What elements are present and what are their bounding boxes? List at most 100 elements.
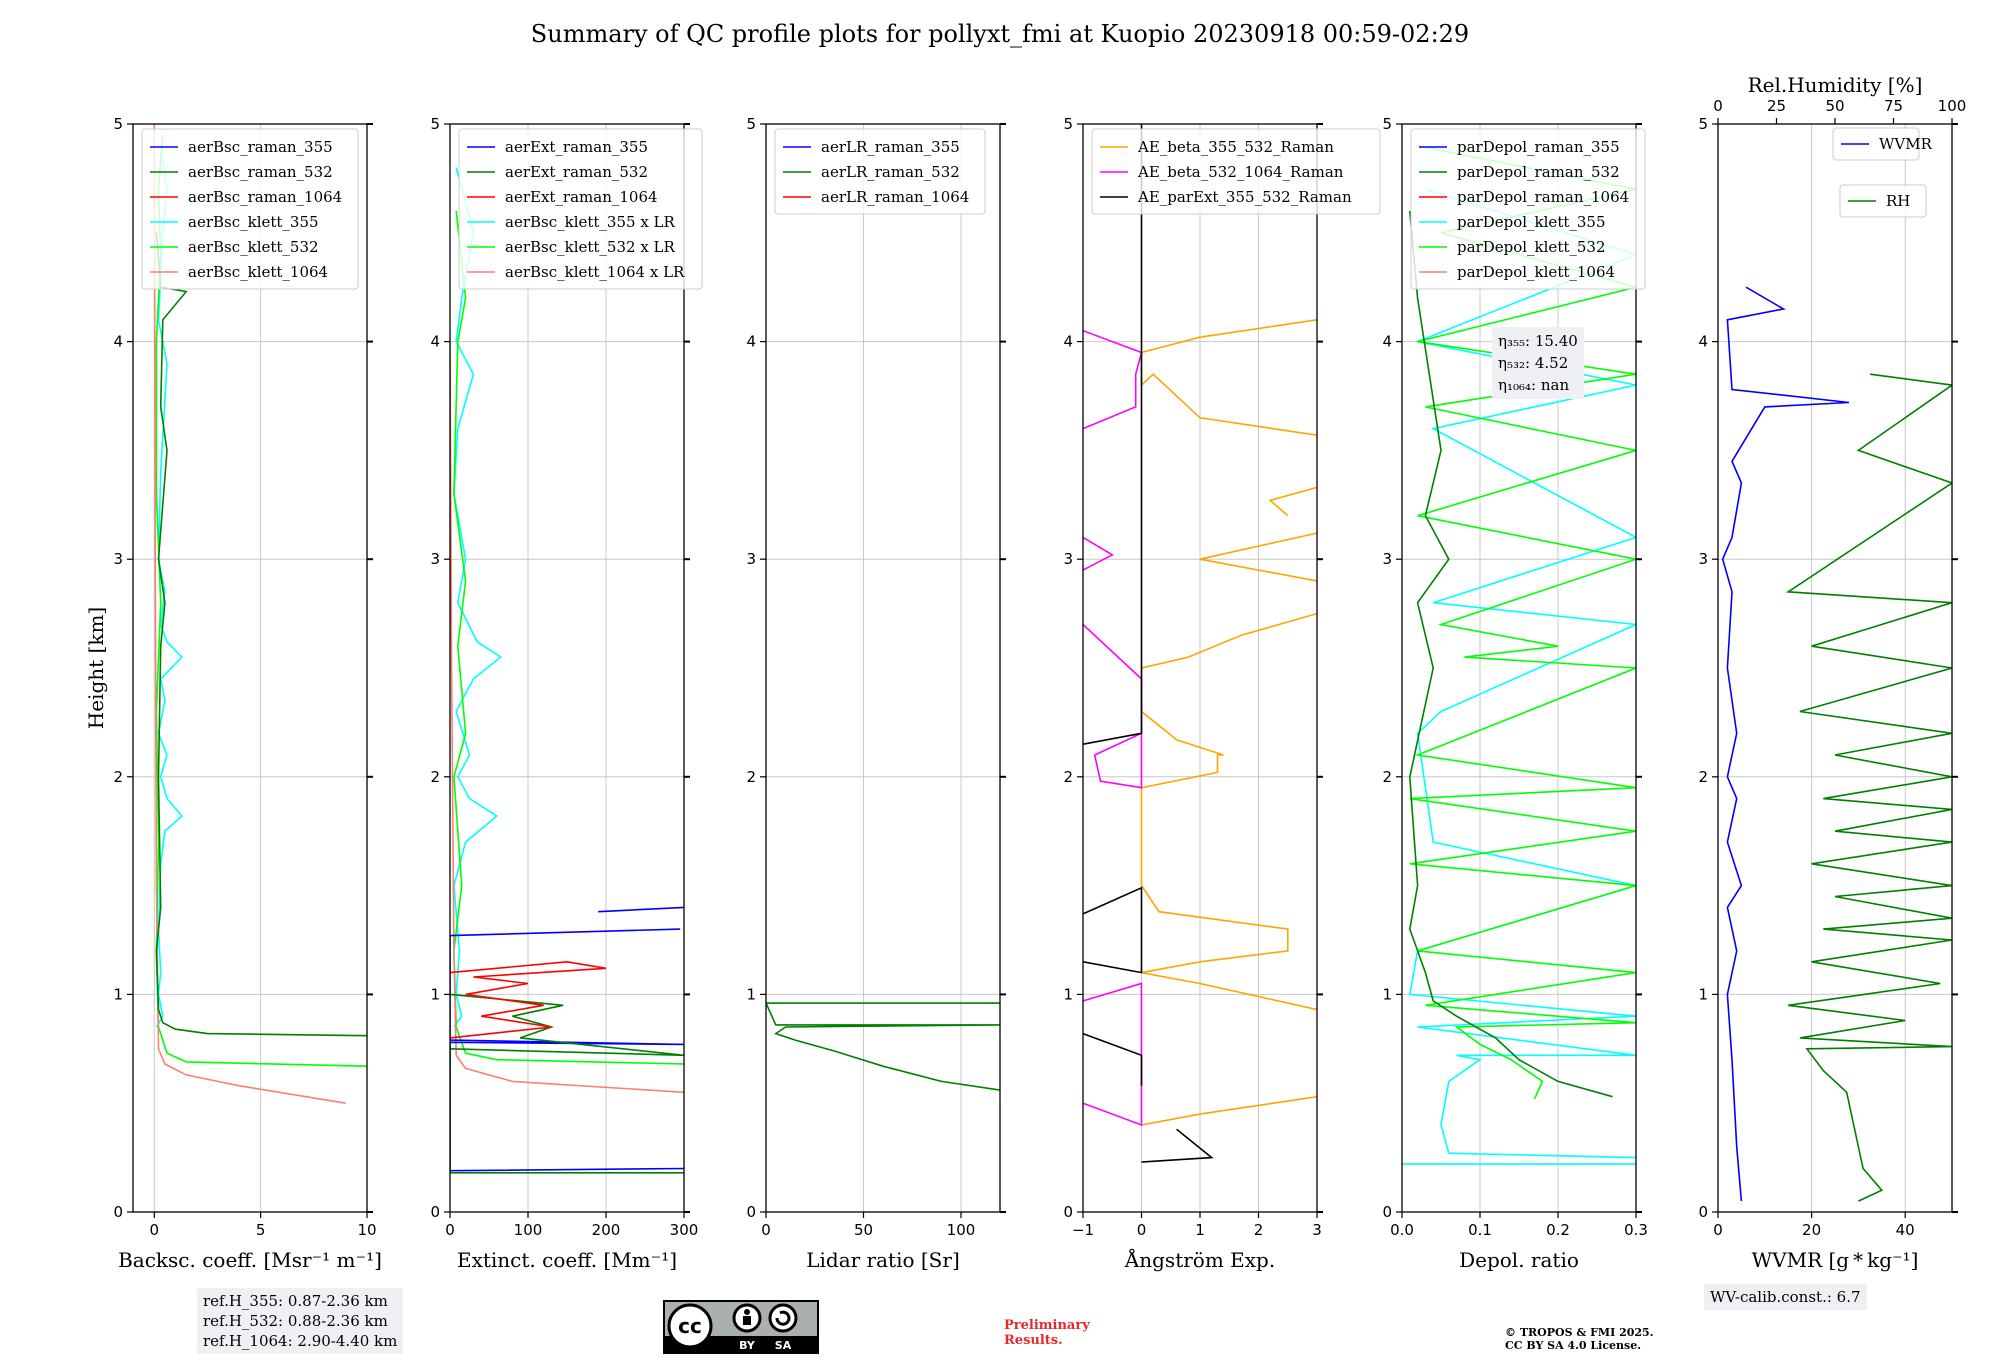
eta-532: η₅₃₂: 4.52 (1498, 354, 1569, 372)
series-line-ae-parext-355-532-raman (1083, 1032, 1143, 1086)
x-tick-label: 0 (1137, 1221, 1147, 1239)
y-tick-label: 0 (113, 1203, 123, 1221)
x-tick-label: 0.2 (1546, 1221, 1570, 1239)
series-line-aerbsc-klett-355-x-lr (453, 167, 503, 1028)
y-tick-label: 4 (746, 333, 756, 351)
series-line-pardepol-raman-532 (1408, 210, 1613, 1098)
x-axis-label: Lidar ratio [Sr] (806, 1248, 960, 1272)
legend: WVMR RH (1832, 127, 1933, 218)
series-line-ae-beta-355-532-raman-e (1140, 319, 1317, 436)
series-line-ae-beta-532-1064-raman-b (1083, 623, 1143, 789)
copyright-line-1: © TROPOS & FMI 2025. (1505, 1326, 1654, 1339)
x-tick-label: 40 (1896, 1221, 1915, 1239)
axes-frame (449, 123, 685, 1213)
legend-label: aerBsc_klett_1064 (188, 263, 328, 281)
series-line-aerext-raman-1064 (450, 960, 607, 1039)
y-tick-label: 1 (113, 985, 123, 1003)
series-group (766, 1002, 1000, 1091)
y-tick-label: 3 (1382, 550, 1392, 568)
sa-label: SA (775, 1339, 792, 1352)
y-tick-label: 2 (1698, 768, 1708, 786)
y-tick-label: 1 (430, 985, 440, 1003)
wv-calib-text: WV-calib.const.: 6.7 (1710, 1288, 1861, 1306)
legend-box (1091, 128, 1381, 215)
cc-icon: cc (678, 1314, 702, 1338)
y-tick-label: 1 (746, 985, 756, 1003)
cc-license-badge: cc BY SA (663, 1300, 819, 1354)
series-line-aerbsc-raman-532 (155, 232, 367, 1037)
rh-tick-label: 75 (1884, 97, 1903, 115)
axes-frame (1717, 123, 1953, 1213)
legend-label: parDepol_raman_532 (1457, 163, 1620, 181)
legend-label: aerBsc_raman_532 (188, 163, 333, 181)
series-line-aerlr-raman-532 (766, 1002, 1000, 1091)
legend-label: aerBsc_klett_532 x LR (505, 238, 676, 256)
legend: parDepol_raman_355 parDepol_raman_532 parD… (1410, 128, 1646, 290)
series-line-ae-beta-532-1064-raman (1083, 982, 1143, 1127)
legend-label: aerBsc_klett_355 (188, 213, 319, 231)
x-axis-label: WVMR [g * kg⁻¹] (1752, 1248, 1919, 1272)
y-tick-label: 5 (1063, 115, 1073, 133)
y-tick-label: 4 (430, 333, 440, 351)
panel-ext: 0 1 2 3 4 5 0 100 200 300 Extinct. coeff. [Mm⁻¹] ae… (430, 115, 703, 1272)
y-tick-label: 4 (1382, 333, 1392, 351)
x-tick-label: 0 (149, 1221, 159, 1239)
legend-label: aerExt_raman_355 (505, 138, 648, 156)
ref-height-355: ref.H_355: 0.87-2.36 km (203, 1292, 388, 1310)
axes-frame (132, 123, 368, 1213)
y-tick-label: 2 (113, 768, 123, 786)
y-tick-label: 3 (113, 550, 123, 568)
legend-label: aerLR_raman_355 (821, 138, 960, 156)
series-line-ae-beta-532-1064-raman-c (1083, 536, 1114, 571)
x-tick-label: 100 (514, 1221, 543, 1239)
legend-label: parDepol_raman_355 (1457, 138, 1620, 156)
x-tick-label: 0.1 (1468, 1221, 1492, 1239)
y-tick-label: 3 (1698, 550, 1708, 568)
legend-label: parDepol_raman_1064 (1457, 188, 1629, 206)
series-line-pardepol-klett-355-b (1408, 188, 1636, 1159)
x-tick-label: 100 (947, 1221, 976, 1239)
legend-label: aerBsc_klett_355 x LR (505, 213, 676, 231)
by-label: BY (739, 1339, 756, 1352)
legend-label: aerExt_raman_532 (505, 163, 648, 181)
y-tick-label: 4 (1063, 333, 1073, 351)
y-tick-label: 0 (1382, 1203, 1392, 1221)
y-tick-label: 4 (1698, 333, 1708, 351)
ref-heights-box: ref.H_355: 0.87-2.36 km ref.H_532: 0.88-… (197, 1288, 404, 1354)
y-tick-label: 2 (746, 768, 756, 786)
series-line-ae-beta-532-1064-raman-d (1083, 329, 1143, 430)
legend-label: aerBsc_raman_355 (188, 138, 333, 156)
legend-label: aerBsc_klett_1064 x LR (505, 263, 685, 281)
legend: aerExt_raman_355 aerExt_raman_532 aerExt_r… (458, 128, 703, 290)
x-tick-label: 2 (1254, 1221, 1264, 1239)
x-tick-label: −1 (1072, 1221, 1094, 1239)
axes-frame (1401, 123, 1637, 1213)
legend-label: aerLR_raman_1064 (821, 188, 969, 206)
series-group (1402, 145, 1636, 1165)
legend-box (1410, 128, 1646, 290)
legend-label: RH (1886, 192, 1910, 210)
x-tick-label: 0 (445, 1221, 455, 1239)
series-line-aerbsc-klett-532-x-lr (453, 210, 684, 1065)
x-tick-label: 5 (256, 1221, 266, 1239)
wv-calib-box: WV-calib.const.: 6.7 (1704, 1284, 1867, 1310)
rh-tick-label: 100 (1938, 97, 1967, 115)
y-tick-label: 5 (1698, 115, 1708, 133)
x-tick-label: 200 (592, 1221, 621, 1239)
series-line-ae-beta-355-532-raman-b (1140, 612, 1317, 1011)
series-line-aerext-raman-355-b (598, 906, 684, 913)
x-tick-label: 0.3 (1624, 1221, 1648, 1239)
y-tick-label: 1 (1063, 985, 1073, 1003)
ref-height-532: ref.H_532: 0.88-2.36 km (203, 1312, 388, 1330)
y-tick-label: 3 (1063, 550, 1073, 568)
panel-depol: 0 1 2 3 4 5 0.0 0.1 0.2 0.3 Depol. ratio parDepol_r… (1382, 115, 1647, 1272)
ref-height-1064: ref.H_1064: 2.90-4.40 km (203, 1332, 398, 1350)
legend-box (458, 128, 703, 290)
series-line-aerbsc-klett-1064-x-lr (450, 341, 684, 1094)
y-tick-label: 0 (746, 1203, 756, 1221)
series-line-ae-parext-355-532-raman-d (1083, 711, 1143, 745)
legend-box (141, 128, 359, 290)
y-tick-label: 2 (430, 768, 440, 786)
